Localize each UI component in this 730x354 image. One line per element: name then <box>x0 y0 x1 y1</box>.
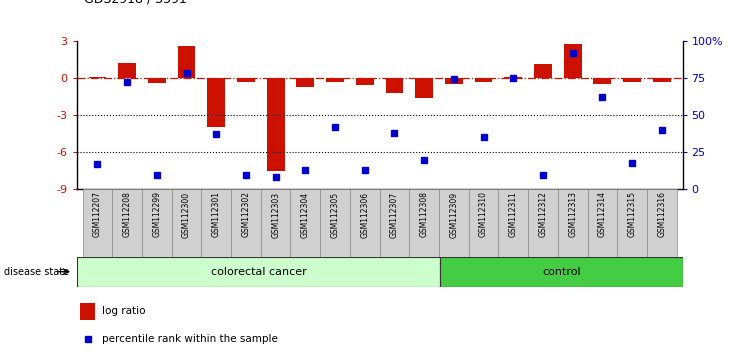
Bar <box>207 78 225 127</box>
Bar <box>504 77 522 78</box>
Bar <box>445 78 463 84</box>
Bar <box>296 78 314 86</box>
Bar <box>77 257 440 287</box>
Text: colorectal cancer: colorectal cancer <box>210 267 307 277</box>
Bar <box>261 189 291 257</box>
Text: log ratio: log ratio <box>102 306 146 316</box>
Text: GSM112304: GSM112304 <box>301 192 310 238</box>
Bar <box>474 78 493 82</box>
Bar <box>142 189 172 257</box>
Text: GSM112316: GSM112316 <box>657 192 666 238</box>
Bar <box>647 189 677 257</box>
Bar <box>564 45 582 78</box>
Bar <box>350 189 380 257</box>
Bar <box>558 189 588 257</box>
Text: GSM112301: GSM112301 <box>212 192 220 238</box>
Text: GSM112208: GSM112208 <box>123 192 131 237</box>
Text: GSM112312: GSM112312 <box>539 192 548 237</box>
Bar <box>469 189 499 257</box>
Bar <box>380 189 410 257</box>
Text: GSM112307: GSM112307 <box>390 192 399 238</box>
Bar <box>82 189 112 257</box>
Text: GSM112309: GSM112309 <box>450 192 458 238</box>
Text: GSM112300: GSM112300 <box>182 192 191 238</box>
Text: GSM112308: GSM112308 <box>420 192 429 238</box>
Text: control: control <box>542 267 580 277</box>
Bar <box>148 78 166 83</box>
Bar <box>80 303 95 320</box>
Bar <box>440 257 683 287</box>
Bar <box>410 189 439 257</box>
Text: GSM112299: GSM112299 <box>153 192 161 238</box>
Bar <box>231 189 261 257</box>
Text: GSM112311: GSM112311 <box>509 192 518 237</box>
Text: GSM112303: GSM112303 <box>271 192 280 238</box>
Bar <box>320 189 350 257</box>
Text: GDS2918 / 3591: GDS2918 / 3591 <box>84 0 187 5</box>
Bar <box>623 78 641 81</box>
Bar <box>528 189 558 257</box>
Text: GSM112306: GSM112306 <box>360 192 369 238</box>
Bar <box>201 189 231 257</box>
Bar <box>291 189 320 257</box>
Bar <box>385 78 404 93</box>
Bar <box>439 189 469 257</box>
Text: disease state: disease state <box>4 267 69 277</box>
Bar <box>172 189 201 257</box>
Text: GSM112314: GSM112314 <box>598 192 607 238</box>
Bar <box>415 78 433 98</box>
Text: GSM112305: GSM112305 <box>331 192 339 238</box>
Bar <box>118 63 136 78</box>
Text: GSM112313: GSM112313 <box>568 192 577 238</box>
Bar <box>237 78 255 81</box>
Bar <box>593 78 611 84</box>
Bar <box>326 78 344 82</box>
Text: GSM112207: GSM112207 <box>93 192 102 238</box>
Bar <box>653 78 671 82</box>
Bar <box>534 64 552 78</box>
Text: percentile rank within the sample: percentile rank within the sample <box>102 334 278 344</box>
Bar <box>266 78 285 171</box>
Text: GSM112310: GSM112310 <box>479 192 488 238</box>
Bar <box>588 189 617 257</box>
Bar <box>617 189 647 257</box>
Text: GSM112302: GSM112302 <box>242 192 250 238</box>
Bar <box>499 189 528 257</box>
Bar <box>112 189 142 257</box>
Text: GSM112315: GSM112315 <box>628 192 637 238</box>
Bar <box>88 77 107 78</box>
Bar <box>356 78 374 85</box>
Bar <box>177 46 196 78</box>
